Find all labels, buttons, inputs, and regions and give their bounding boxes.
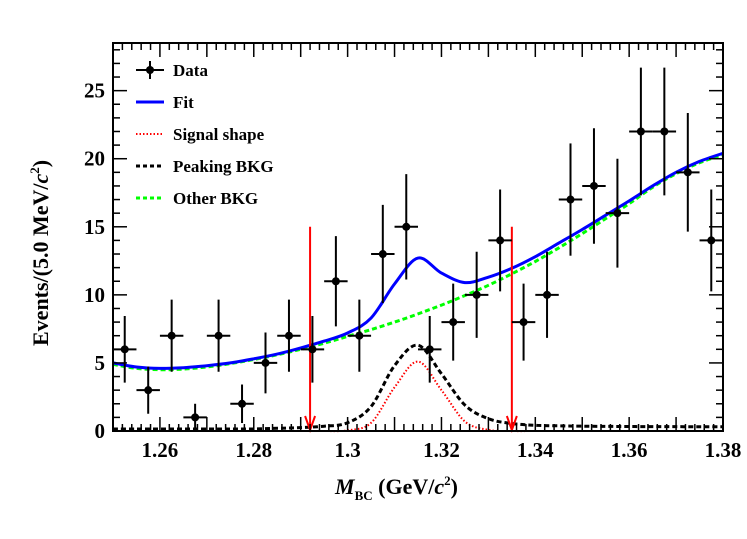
legend-entry-data: Data: [136, 61, 208, 80]
y-tick-label: 10: [84, 283, 105, 307]
data-marker: [120, 345, 129, 354]
legend-entry-other-bkg: Other BKG: [136, 189, 258, 208]
data-marker: [402, 222, 411, 231]
data-marker: [613, 209, 622, 218]
x-tick-label: 1.3: [334, 438, 360, 462]
data-point: [535, 251, 559, 338]
y-tick-label: 0: [95, 419, 106, 443]
x-tick-label: 1.28: [235, 438, 272, 462]
data-marker: [238, 399, 247, 408]
data-marker: [566, 195, 575, 204]
data-marker: [308, 345, 317, 354]
data-point: [277, 299, 301, 372]
data-point: [511, 283, 536, 361]
legend-label-other-bkg: Other BKG: [173, 189, 258, 208]
y-tick-label: 20: [84, 147, 105, 171]
other-bkg-curve: [112, 153, 724, 372]
data-point: [464, 251, 489, 338]
data-marker: [355, 331, 364, 340]
data-marker: [425, 345, 434, 354]
x-tick-label: 1.36: [611, 438, 648, 462]
data-point: [324, 236, 348, 327]
data-point: [488, 189, 512, 292]
legend-label-peaking-bkg: Peaking BKG: [173, 157, 274, 176]
data-marker: [144, 386, 153, 395]
plot-frame: [112, 42, 724, 432]
data-point: [394, 174, 418, 280]
data-point: [676, 112, 700, 232]
data-point: [136, 366, 160, 414]
data-marker: [707, 236, 716, 245]
data-marker: [331, 277, 340, 286]
fit-curve: [112, 151, 724, 370]
legend-entry-peaking-bkg: Peaking BKG: [136, 157, 274, 176]
x-tick-label: 1.32: [423, 438, 460, 462]
x-axis-ticks: 1.26 1.28 1.3 1.32 1.34 1.36 1.38: [112, 43, 742, 462]
peaking-bkg-curve: [112, 343, 723, 431]
data-marker: [214, 331, 223, 340]
y-tick-label: 25: [84, 79, 105, 103]
data-marker: [191, 413, 200, 422]
data-point: [300, 315, 325, 383]
y-axis-ticks: 0 5 10 15 20 25: [84, 49, 723, 443]
legend-entry-signal-shape: Signal shape: [136, 125, 265, 144]
data-point: [159, 299, 184, 372]
legend-label-fit: Fit: [173, 93, 194, 112]
data-marker: [378, 250, 387, 259]
data-marker: [660, 127, 669, 136]
y-tick-label: 15: [84, 215, 105, 239]
data-point: [605, 158, 630, 268]
legend: Data Fit Signal shape Peaking BKG Other …: [136, 61, 274, 208]
legend-label-data: Data: [173, 61, 208, 80]
x-tick-label: 1.26: [142, 438, 179, 462]
x-tick-label: 1.34: [517, 438, 554, 462]
data-point: [582, 128, 606, 244]
data-point: [206, 299, 231, 372]
data-marker: [589, 181, 598, 190]
data-point: [371, 204, 395, 304]
y-tick-label: 5: [95, 351, 106, 375]
data-marker: [683, 168, 692, 177]
data-marker: [449, 318, 458, 327]
data-marker: [519, 318, 528, 327]
data-point: [183, 403, 207, 431]
x-axis-title: MBC (GeV/c2): [334, 473, 458, 503]
data-point: [418, 315, 442, 383]
signal-shape-curve: [113, 360, 723, 433]
data-point: [652, 67, 677, 196]
legend-entry-fit: Fit: [136, 93, 194, 112]
data-point: [253, 332, 278, 394]
x-tick-label: 1.38: [705, 438, 742, 462]
data-points: [113, 67, 723, 431]
data-marker: [636, 127, 645, 136]
data-marker: [167, 331, 176, 340]
data-point: [441, 283, 465, 361]
data-point: [230, 384, 254, 424]
data-marker: [543, 290, 552, 299]
data-marker: [496, 236, 505, 245]
data-point: [558, 143, 583, 256]
data-point: [347, 299, 372, 372]
legend-label-signal-shape: Signal shape: [173, 125, 265, 144]
data-point: [629, 67, 653, 196]
data-marker: [261, 358, 270, 367]
data-marker: [472, 290, 481, 299]
y-axis-title: Events/(5.0 MeV/c2): [27, 160, 53, 346]
data-marker: [284, 331, 293, 340]
